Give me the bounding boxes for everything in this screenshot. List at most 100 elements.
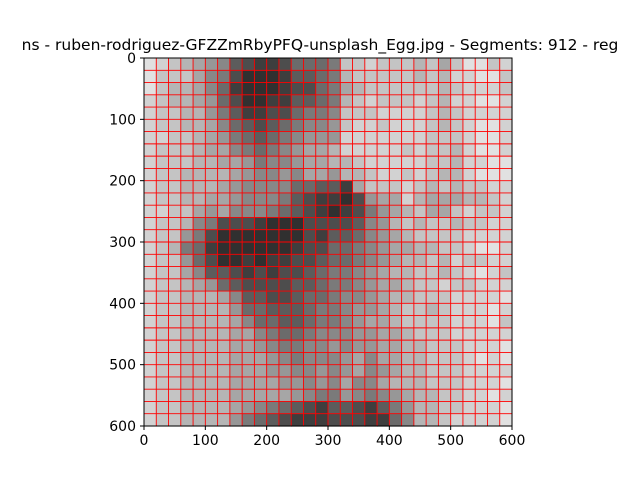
heatmap-cell <box>168 180 182 194</box>
heatmap-cell <box>156 107 170 120</box>
heatmap-cell <box>328 205 341 219</box>
heatmap-cell <box>144 58 157 71</box>
heatmap-cell <box>291 70 305 84</box>
heatmap-cell <box>168 205 182 219</box>
heatmap-cell <box>413 131 427 145</box>
heatmap-cell <box>193 192 206 206</box>
heatmap-cell <box>377 58 390 71</box>
heatmap-cell <box>254 389 268 403</box>
heatmap-cell <box>487 131 501 145</box>
heatmap-cell <box>266 413 280 427</box>
heatmap-cell <box>242 217 255 231</box>
heatmap-cell <box>487 327 501 341</box>
heatmap-cell <box>144 291 157 304</box>
heatmap-cell <box>168 413 182 427</box>
heatmap-cell <box>413 340 427 353</box>
heatmap-cell <box>180 266 194 280</box>
heatmap-cell <box>328 70 341 84</box>
heatmap-cell <box>364 119 378 133</box>
heatmap-cell <box>278 192 292 206</box>
heatmap-cell <box>217 119 231 133</box>
heatmap-cell <box>487 340 501 353</box>
heatmap-cell <box>229 401 243 415</box>
heatmap-cell <box>340 131 354 145</box>
heatmap-cell <box>254 376 268 390</box>
heatmap-cell <box>462 217 476 231</box>
heatmap-cell <box>401 156 415 169</box>
heatmap-cell <box>168 352 182 366</box>
heatmap-cell <box>438 278 452 292</box>
heatmap-cell <box>315 376 329 390</box>
heatmap-cell <box>278 352 292 366</box>
heatmap-cell <box>462 254 476 268</box>
heatmap-cell <box>180 242 194 255</box>
heatmap-cell <box>303 352 317 366</box>
heatmap-cell <box>278 254 292 268</box>
heatmap-cell <box>377 327 390 341</box>
heatmap-cell <box>364 229 378 243</box>
heatmap-cell <box>291 266 305 280</box>
heatmap-cell <box>168 266 182 280</box>
heatmap-cell <box>426 180 439 194</box>
heatmap-cell <box>156 340 170 353</box>
heatmap-cell <box>315 131 329 145</box>
heatmap-cell <box>315 278 329 292</box>
heatmap-cell <box>426 242 439 255</box>
heatmap-cell <box>413 352 427 366</box>
heatmap-cell <box>144 327 157 341</box>
heatmap-cell <box>315 303 329 317</box>
heatmap-cell <box>389 58 403 71</box>
heatmap-cell <box>193 180 206 194</box>
heatmap-cell <box>315 82 329 96</box>
heatmap-cell <box>364 315 378 329</box>
heatmap-cell <box>205 327 219 341</box>
heatmap-cell <box>144 82 157 96</box>
heatmap-cell <box>193 217 206 231</box>
y-tick-label: 100 <box>109 112 136 128</box>
heatmap-cell <box>291 180 305 194</box>
heatmap-cell <box>413 217 427 231</box>
heatmap-cell <box>487 229 501 243</box>
heatmap-cell <box>291 352 305 366</box>
heatmap-cell <box>156 180 170 194</box>
heatmap-cell <box>352 168 366 182</box>
heatmap-cell <box>462 315 476 329</box>
heatmap-cell <box>401 340 415 353</box>
heatmap-cell <box>205 168 219 182</box>
heatmap-cell <box>217 217 231 231</box>
heatmap-cell <box>180 143 194 157</box>
y-tick-label: 200 <box>109 174 136 190</box>
heatmap-cell <box>462 94 476 108</box>
heatmap-cell <box>266 217 280 231</box>
heatmap-cell <box>364 352 378 366</box>
heatmap-cell <box>499 303 513 317</box>
heatmap-cell <box>426 229 439 243</box>
heatmap-cell <box>144 168 157 182</box>
heatmap-cell <box>450 180 464 194</box>
heatmap-cell <box>144 266 157 280</box>
heatmap-cell <box>315 340 329 353</box>
heatmap-cell <box>278 119 292 133</box>
heatmap-cell <box>168 168 182 182</box>
heatmap-cell <box>487 242 501 255</box>
heatmap-cell <box>242 327 255 341</box>
heatmap-cell <box>413 156 427 169</box>
heatmap-cell <box>229 254 243 268</box>
heatmap-cell <box>389 205 403 219</box>
heatmap-cell <box>352 352 366 366</box>
heatmap-cell <box>229 70 243 84</box>
heatmap-cell <box>291 327 305 341</box>
heatmap-cell <box>168 94 182 108</box>
heatmap-cell <box>180 58 194 71</box>
heatmap-cell <box>328 58 341 71</box>
heatmap-cell <box>229 205 243 219</box>
heatmap-cell <box>475 58 489 71</box>
heatmap-cell <box>144 229 157 243</box>
heatmap-cell <box>144 389 157 403</box>
heatmap-cell <box>205 70 219 84</box>
heatmap-cell <box>217 389 231 403</box>
heatmap-cell <box>401 303 415 317</box>
heatmap-cell <box>340 242 354 255</box>
heatmap-cell <box>180 327 194 341</box>
heatmap-cell <box>217 192 231 206</box>
